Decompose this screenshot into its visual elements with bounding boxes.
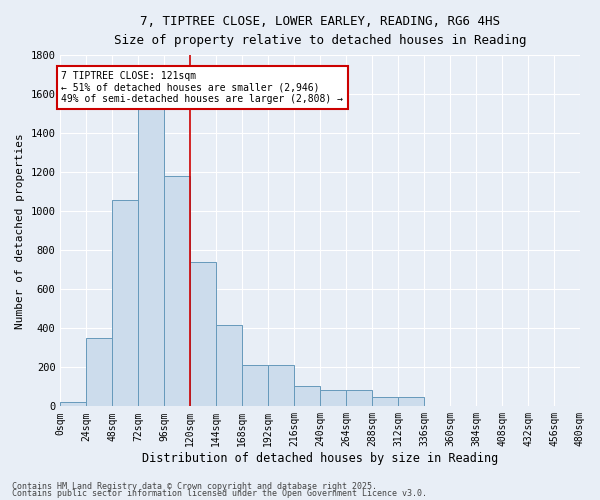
Text: Contains HM Land Registry data © Crown copyright and database right 2025.: Contains HM Land Registry data © Crown c… [12, 482, 377, 491]
Text: 7 TIPTREE CLOSE: 121sqm
← 51% of detached houses are smaller (2,946)
49% of semi: 7 TIPTREE CLOSE: 121sqm ← 51% of detache… [61, 70, 343, 104]
Title: 7, TIPTREE CLOSE, LOWER EARLEY, READING, RG6 4HS
Size of property relative to de: 7, TIPTREE CLOSE, LOWER EARLEY, READING,… [114, 15, 526, 47]
Bar [216, 326, 242, 406]
Text: Contains public sector information licensed under the Open Government Licence v3: Contains public sector information licen… [12, 489, 427, 498]
Bar [61, 402, 86, 406]
Bar [190, 262, 216, 406]
Bar [242, 366, 268, 406]
Bar [398, 396, 424, 406]
Bar [139, 106, 164, 406]
Y-axis label: Number of detached properties: Number of detached properties [15, 133, 25, 328]
Bar [372, 396, 398, 406]
X-axis label: Distribution of detached houses by size in Reading: Distribution of detached houses by size … [142, 452, 499, 465]
Bar [294, 386, 320, 406]
Bar [164, 176, 190, 406]
Bar [112, 200, 139, 406]
Bar [320, 390, 346, 406]
Bar [268, 366, 294, 406]
Bar [86, 338, 112, 406]
Bar [346, 390, 372, 406]
